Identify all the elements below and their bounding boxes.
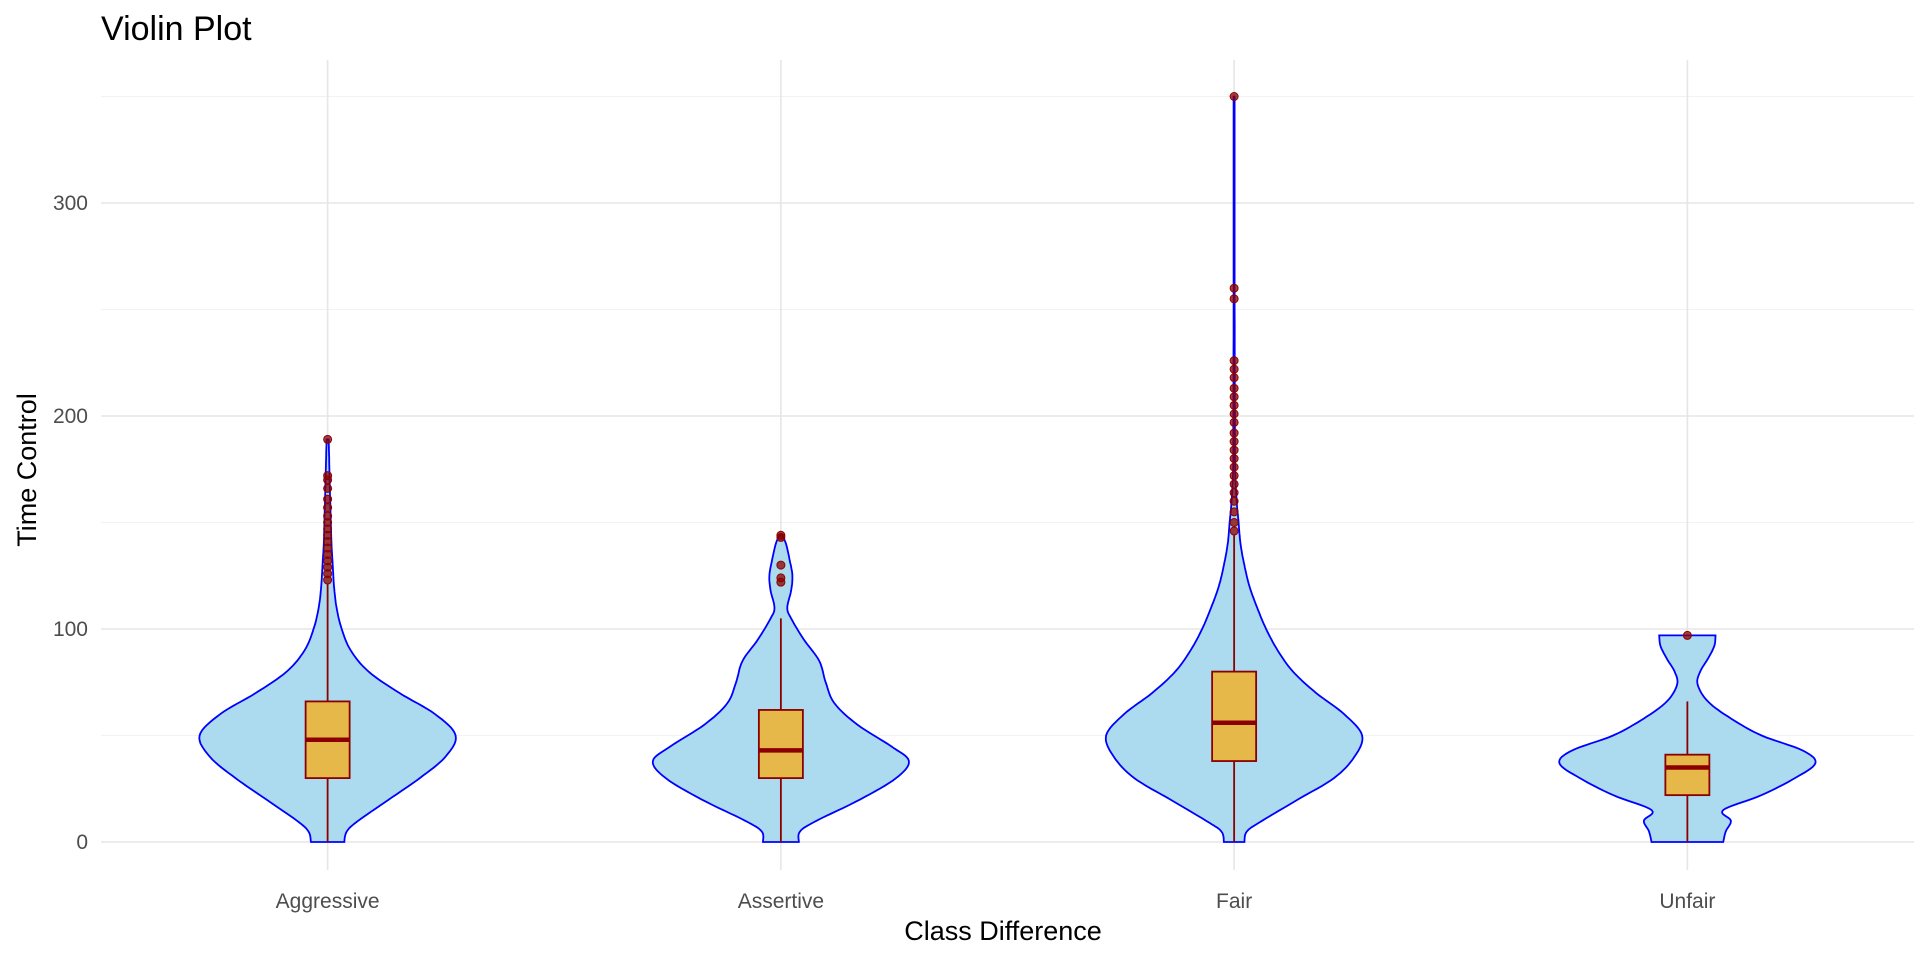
outlier-point xyxy=(1229,92,1239,101)
outlier-point xyxy=(323,434,333,444)
x-tick-label: Aggressive xyxy=(276,890,380,913)
outlier-point xyxy=(1229,409,1239,419)
outlier-point xyxy=(1229,479,1239,489)
x-tick-label: Assertive xyxy=(738,890,824,913)
outlier-point xyxy=(1229,356,1239,366)
outlier-point xyxy=(1229,283,1239,293)
outlier-point xyxy=(323,483,333,493)
tick-labels: 0 100 200 300 Aggressive Assertive Fair Unfair xyxy=(53,192,1715,913)
outlier-point xyxy=(776,530,786,540)
outlier-point xyxy=(1229,496,1239,506)
outlier-point xyxy=(1229,437,1239,447)
outlier-point xyxy=(776,573,786,583)
x-tick-label: Unfair xyxy=(1659,890,1715,913)
outlier-point xyxy=(1229,392,1239,402)
outlier-points xyxy=(323,92,1692,640)
boxplots xyxy=(304,535,1711,842)
outlier-point xyxy=(1229,417,1239,427)
violins xyxy=(198,95,1817,843)
box-assertive xyxy=(757,709,804,780)
outlier-point xyxy=(1229,488,1239,498)
outlier-point xyxy=(1229,373,1239,383)
outlier-point xyxy=(776,560,786,570)
outlier-point xyxy=(1229,454,1239,464)
y-tick-label: 300 xyxy=(53,192,88,215)
outlier-point xyxy=(1229,445,1239,455)
box-fair xyxy=(1211,670,1258,762)
outlier-point xyxy=(323,471,333,481)
outlier-point xyxy=(1229,364,1239,374)
outlier-point xyxy=(1229,507,1239,517)
y-tick-label: 0 xyxy=(76,831,88,854)
outlier-point xyxy=(1229,526,1239,536)
outlier-point xyxy=(1229,428,1239,438)
chart-title: Violin Plot xyxy=(101,10,252,48)
outlier-point xyxy=(1682,630,1692,640)
outlier-point xyxy=(1229,518,1239,527)
outlier-point xyxy=(323,511,333,521)
outlier-point xyxy=(1229,471,1239,481)
y-tick-label: 100 xyxy=(53,618,88,641)
x-tick-label: Fair xyxy=(1216,890,1252,913)
outlier-point xyxy=(323,503,333,513)
outlier-point xyxy=(1229,462,1239,472)
y-tick-label: 200 xyxy=(53,405,88,428)
x-axis-title: Class Difference xyxy=(904,916,1102,946)
outlier-point xyxy=(1229,383,1239,393)
y-axis-title: Time Control xyxy=(12,393,42,547)
outlier-point xyxy=(1229,294,1239,304)
box-unfair xyxy=(1664,753,1711,797)
outlier-point xyxy=(1229,400,1239,410)
outlier-point xyxy=(323,494,333,504)
